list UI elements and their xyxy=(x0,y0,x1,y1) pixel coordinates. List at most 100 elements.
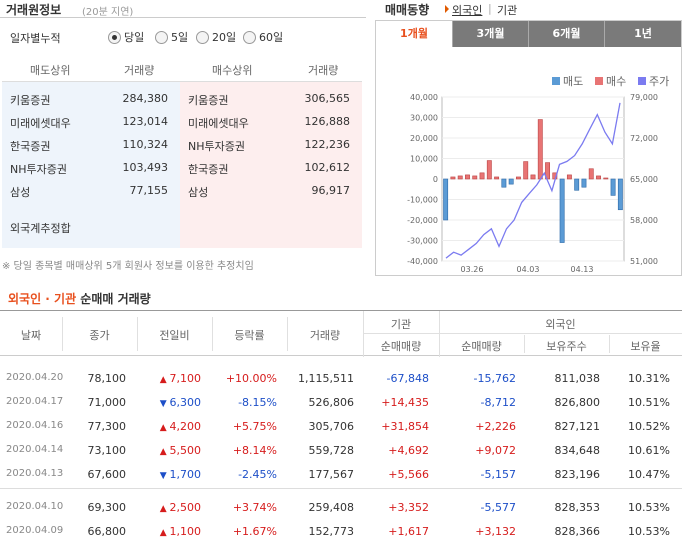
institution-toggle-link[interactable]: 기관 xyxy=(497,4,518,17)
ratio-cell: 10.61% xyxy=(628,444,670,457)
toggle-separator: | xyxy=(488,2,492,15)
period-tabs: 1개월 3개월 6개월 1년 xyxy=(376,21,681,47)
foreign-toggle-link[interactable]: 외국인 xyxy=(452,4,483,17)
date-cell: 2020.04.10 xyxy=(6,501,64,512)
sell-row: 키움증권 284,380 xyxy=(10,92,168,107)
holdings-cell: 811,038 xyxy=(554,372,601,385)
volume-bar xyxy=(443,178,449,221)
change-cell: ▲ 1,100 xyxy=(159,525,201,537)
sell-header: 매도상위 거래량 xyxy=(2,56,180,82)
legend-swatch xyxy=(552,77,560,85)
close-cell: 71,000 xyxy=(87,396,127,409)
rate-cell: +10.00% xyxy=(225,372,277,385)
period-radio-20d[interactable]: 20일 xyxy=(196,29,236,45)
inst-net-cell: -67,848 xyxy=(386,372,429,385)
header-close: 종가 xyxy=(89,329,110,342)
buy-row: 한국증권 102,612 xyxy=(188,161,350,176)
y-right-tick-label: 65,000 xyxy=(630,175,658,184)
holdings-cell: 828,366 xyxy=(554,525,601,537)
volume-bar xyxy=(603,177,609,180)
radio-dot-icon[interactable] xyxy=(243,30,256,44)
header-holdings: 보유주수 xyxy=(546,340,587,353)
y-left-tick-label: 40,000 xyxy=(410,93,438,102)
header-ratio: 보유율 xyxy=(630,340,661,353)
close-cell: 73,100 xyxy=(87,444,127,457)
date-cell: 2020.04.16 xyxy=(6,420,64,431)
holdings-cell: 828,353 xyxy=(554,501,601,514)
header-institution: 기관 xyxy=(390,318,412,331)
table-row: 2020.04.20 78,100 ▲ 7,100 +10.00% 1,115,511 -… xyxy=(0,367,682,391)
tab-1-year[interactable]: 1년 xyxy=(604,21,681,47)
buy-row: 미래에셋대우 126,888 xyxy=(188,115,350,130)
inst-net-cell: +14,435 xyxy=(381,396,429,409)
change-cell: ▼ 6,300 xyxy=(159,396,201,409)
week-separator xyxy=(0,488,682,489)
triangle-up-icon: ▲ xyxy=(159,423,170,433)
x-tick-label: 04.13 xyxy=(571,265,594,274)
volume-cell: 1,115,511 xyxy=(298,372,354,385)
divider xyxy=(287,317,288,351)
volume-bar xyxy=(574,178,580,191)
triangle-up-icon: ▲ xyxy=(159,375,170,385)
legend-swatch xyxy=(595,77,603,85)
close-cell: 69,300 xyxy=(87,501,127,514)
holdings-cell: 834,648 xyxy=(554,444,601,457)
ratio-cell: 10.47% xyxy=(628,468,670,481)
ratio-cell: 10.52% xyxy=(628,420,670,433)
legend-label: 매도 xyxy=(563,75,583,88)
volume-bar xyxy=(450,176,456,180)
volume-bar xyxy=(559,178,565,243)
triangle-up-icon: ▲ xyxy=(159,504,170,514)
volume-bar xyxy=(617,178,623,211)
x-tick-label: 03.26 xyxy=(461,265,484,274)
period-radio-today[interactable]: 당일 xyxy=(108,29,144,45)
volume-cell: 152,773 xyxy=(308,525,355,537)
buy-row: 삼성 96,917 xyxy=(188,184,350,199)
rate-cell: +5.75% xyxy=(232,420,277,433)
legend-label: 주가 xyxy=(649,75,669,88)
inst-net-cell: +3,352 xyxy=(388,501,429,514)
foreign-net-cell: -5,577 xyxy=(480,501,516,514)
volume-cell: 305,706 xyxy=(308,420,355,433)
estimate-note: ※ 당일 종목별 매매상위 5개 회원사 정보를 이용한 추정치임 xyxy=(2,261,254,272)
header-foreign-net: 순매매량 xyxy=(461,340,502,353)
trader-header: 거래원정보 (20분 지연) xyxy=(0,0,366,18)
x-tick-label: 04.03 xyxy=(517,265,540,274)
rate-cell: -2.45% xyxy=(238,468,277,481)
period-radio-60d[interactable]: 60일 xyxy=(243,29,283,45)
y-right-tick-label: 72,000 xyxy=(630,134,658,143)
radio-dot-icon[interactable] xyxy=(196,30,209,44)
inst-net-cell: +4,692 xyxy=(388,444,429,457)
y-right-tick-label: 58,000 xyxy=(630,216,658,225)
y-right-tick-label: 79,000 xyxy=(630,93,658,102)
date-cell: 2020.04.17 xyxy=(6,396,64,407)
volume-bar xyxy=(588,168,594,180)
y-left-tick-label: -20,000 xyxy=(407,216,438,225)
volume-bar xyxy=(537,119,543,180)
change-cell: ▲ 2,500 xyxy=(159,501,201,514)
tab-6-months[interactable]: 6개월 xyxy=(528,21,604,47)
ratio-cell: 10.53% xyxy=(628,501,670,514)
buy-header: 매수상위 거래량 xyxy=(180,56,362,82)
radio-dot-icon[interactable] xyxy=(155,30,168,44)
table-row: 2020.04.17 71,000 ▼ 6,300 -8.15% 526,806 +14,… xyxy=(0,391,682,415)
buy-row: NH투자증권 122,236 xyxy=(188,138,350,153)
period-radio-5d[interactable]: 5일 xyxy=(155,29,188,45)
header-rate: 등락률 xyxy=(234,329,265,342)
volume-bar xyxy=(479,172,485,180)
foreign-total-label: 외국계추정합 xyxy=(10,222,71,235)
triangle-up-icon: ▲ xyxy=(159,528,170,537)
table-header: 날짜 종가 전일비 등락률 거래량 기관 순매매량 외국인 순매매량 보유주수 … xyxy=(0,310,682,357)
volume-bar xyxy=(581,178,587,188)
tab-3-months[interactable]: 3개월 xyxy=(452,21,528,47)
delay-note: (20분 지연) xyxy=(82,7,134,18)
header-volume: 거래량 xyxy=(309,329,341,342)
trend-chart: 매도 매수 주가 40,000 30,000 20,000 10,000 0 -10,000 -2… xyxy=(407,75,669,274)
ratio-cell: 10.31% xyxy=(628,372,670,385)
divider xyxy=(524,335,525,353)
filter-label: 일자별누적 xyxy=(10,32,61,45)
change-cell: ▼ 1,700 xyxy=(159,468,201,481)
tab-1-month[interactable]: 1개월 xyxy=(376,21,452,47)
foreign-net-cell: -5,157 xyxy=(480,468,516,481)
radio-dot-icon[interactable] xyxy=(108,30,121,44)
